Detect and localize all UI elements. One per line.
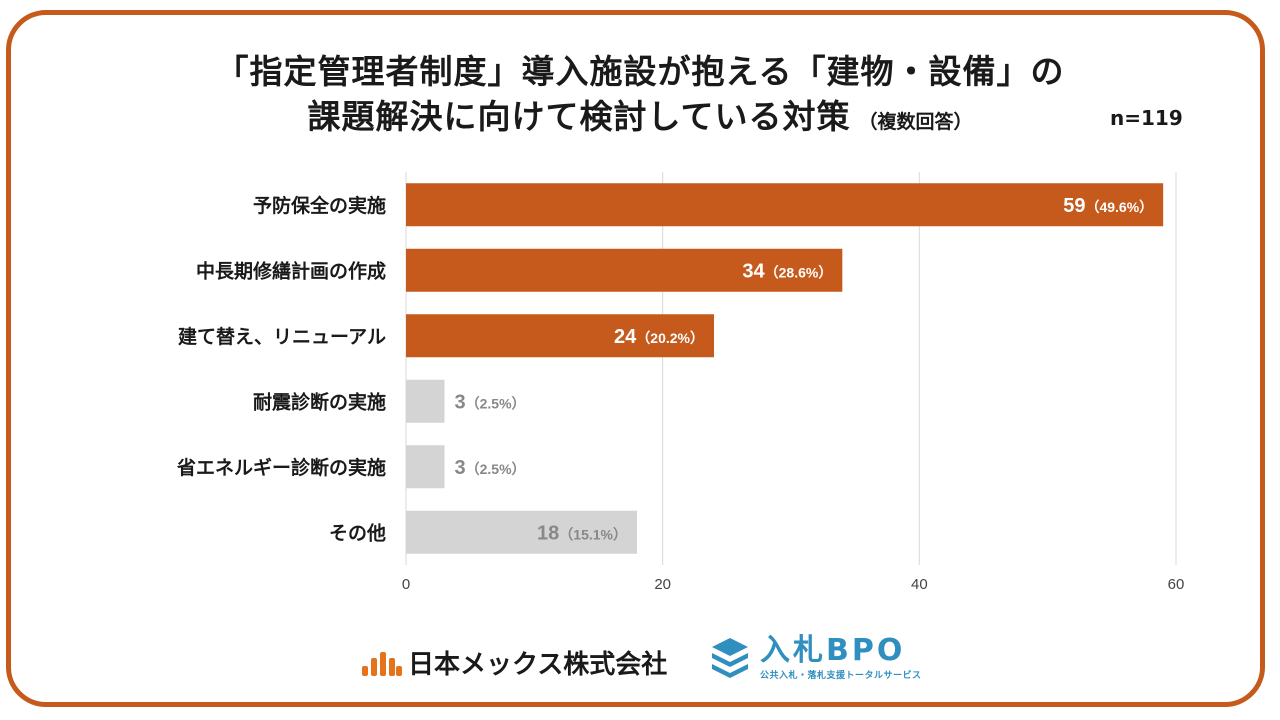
company-logo-mark-icon [362,648,402,678]
service-tagline: 公共入札・落札支援トータルサービス [760,671,922,681]
data-label-value-2: 24 [614,326,637,348]
data-label-percent-2: （20.2%） [636,330,704,346]
data-label-percent-0: （49.6%） [1085,199,1153,215]
sample-size-label: n=119 [1110,106,1183,130]
category-label-3: 耐震診断の実施 [253,390,386,413]
data-label-percent-4: （2.5%） [466,461,526,477]
data-label-4: 3（2.5%） [455,457,526,479]
data-label-3: 3（2.5%） [455,391,526,413]
title-note: （複数回答） [858,111,973,133]
category-label-1: 中長期修繕計画の作成 [196,259,386,282]
data-label-0: 59（49.6%） [1063,195,1153,217]
x-tick-label-60: 60 [1168,576,1185,593]
bar-5 [406,510,637,554]
bar-3 [406,379,445,423]
chart-frame [6,10,1265,707]
x-tick-label-0: 0 [402,576,410,593]
category-label-0: 予防保全の実施 [253,194,386,217]
data-label-percent-5: （15.1%） [559,526,627,542]
data-label-value-3: 3 [455,391,466,413]
category-label-2: 建て替え、リニューアル [178,325,386,348]
data-label-value-4: 3 [455,457,466,479]
bar-4 [406,445,445,489]
data-label-value-0: 59 [1063,195,1085,217]
category-label-5: その他 [329,521,386,544]
data-label-5: 18（15.1%） [537,522,627,544]
bar-2 [406,314,714,358]
x-tick-label-40: 40 [911,576,928,593]
stacked-layers-icon [712,637,748,678]
bar-1 [406,248,843,292]
data-label-value-5: 18 [537,522,559,544]
x-tick-label-20: 20 [654,576,671,593]
data-label-value-1: 34 [742,260,765,282]
chart-title-line2: 課題解決に向けて検討している対策 （複数回答） [0,90,1280,138]
chart-title-line1: 「指定管理者制度」導入施設が抱える「建物・設備」の [0,45,1280,93]
bar-0 [406,183,1164,227]
data-label-2: 24（20.2%） [614,326,704,348]
company-logo: 日本メックス株式会社 [362,644,667,681]
company-name: 日本メックス株式会社 [408,650,668,680]
data-label-percent-3: （2.5%） [466,395,526,411]
category-label-4: 省エネルギー診断の実施 [176,456,386,479]
logo-area: 日本メックス株式会社 入札BPO 公共入札・落札支援トータルサービス [0,630,1280,690]
data-label-percent-1: （28.6%） [765,264,833,280]
title-line2-text: 課題解決に向けて検討している対策 [307,97,851,136]
service-name: 入札BPO [760,633,906,668]
data-label-1: 34（28.6%） [742,260,832,282]
service-logo: 入札BPO 公共入札・落札支援トータルサービス [710,634,922,681]
title-line1-text: 「指定管理者制度」導入施設が抱える「建物・設備」の [215,52,1065,91]
